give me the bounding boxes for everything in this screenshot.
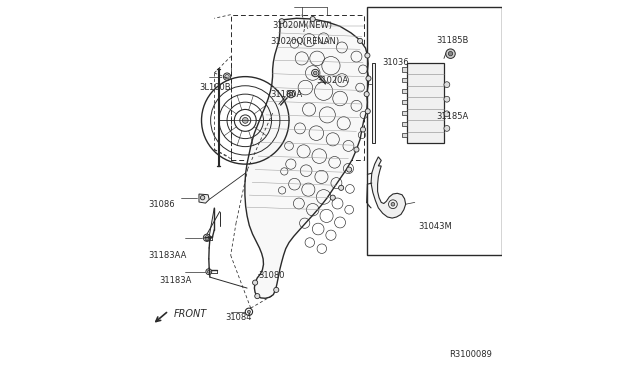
Text: 31180A: 31180A (271, 90, 303, 99)
Circle shape (253, 280, 258, 285)
Circle shape (354, 147, 359, 152)
Bar (402, 100, 408, 104)
Bar (402, 89, 408, 93)
Circle shape (366, 76, 371, 81)
Circle shape (444, 125, 450, 131)
Text: 31185B: 31185B (436, 36, 469, 45)
Text: 31183AA: 31183AA (148, 251, 187, 260)
Text: 31036: 31036 (382, 58, 408, 67)
Text: 31020Q(RENAN): 31020Q(RENAN) (271, 38, 340, 46)
Bar (372, 63, 376, 143)
Circle shape (200, 195, 205, 200)
Circle shape (330, 195, 335, 200)
Bar (402, 111, 408, 115)
Text: 31084: 31084 (225, 313, 252, 322)
Circle shape (449, 51, 452, 56)
Bar (408, 63, 444, 143)
Circle shape (446, 49, 455, 58)
Text: FRONT: FRONT (173, 310, 207, 319)
Circle shape (314, 71, 317, 75)
Circle shape (365, 53, 370, 58)
Bar (402, 67, 408, 71)
Circle shape (248, 310, 250, 313)
Circle shape (364, 92, 369, 97)
Bar (367, 7, 502, 255)
Circle shape (339, 185, 344, 190)
Circle shape (444, 111, 450, 117)
Text: R3100089: R3100089 (449, 350, 492, 359)
Polygon shape (199, 194, 209, 203)
Bar (402, 78, 408, 83)
Text: 31086: 31086 (148, 200, 175, 209)
Circle shape (243, 118, 248, 123)
Circle shape (205, 235, 209, 240)
Circle shape (279, 19, 284, 24)
Text: 31080: 31080 (258, 271, 285, 280)
Circle shape (274, 287, 279, 292)
Polygon shape (371, 157, 406, 218)
Text: 31020A: 31020A (316, 76, 348, 85)
Text: 31183A: 31183A (159, 276, 192, 285)
Bar (402, 122, 408, 126)
Circle shape (365, 109, 371, 114)
Circle shape (360, 127, 365, 132)
Circle shape (289, 92, 292, 96)
Bar (402, 133, 408, 137)
Circle shape (444, 96, 450, 102)
Circle shape (347, 167, 352, 172)
Text: 31043M: 31043M (419, 222, 452, 231)
Circle shape (444, 82, 450, 87)
Circle shape (225, 74, 229, 79)
Polygon shape (245, 18, 369, 298)
Circle shape (391, 202, 395, 206)
Circle shape (310, 16, 316, 22)
Circle shape (207, 270, 211, 273)
Circle shape (358, 38, 363, 44)
Text: 31185A: 31185A (436, 112, 469, 121)
Bar (230, 15, 364, 160)
Text: 31020M(NEW): 31020M(NEW) (273, 21, 333, 30)
Circle shape (255, 294, 260, 299)
Text: 3L100B: 3L100B (200, 83, 231, 92)
